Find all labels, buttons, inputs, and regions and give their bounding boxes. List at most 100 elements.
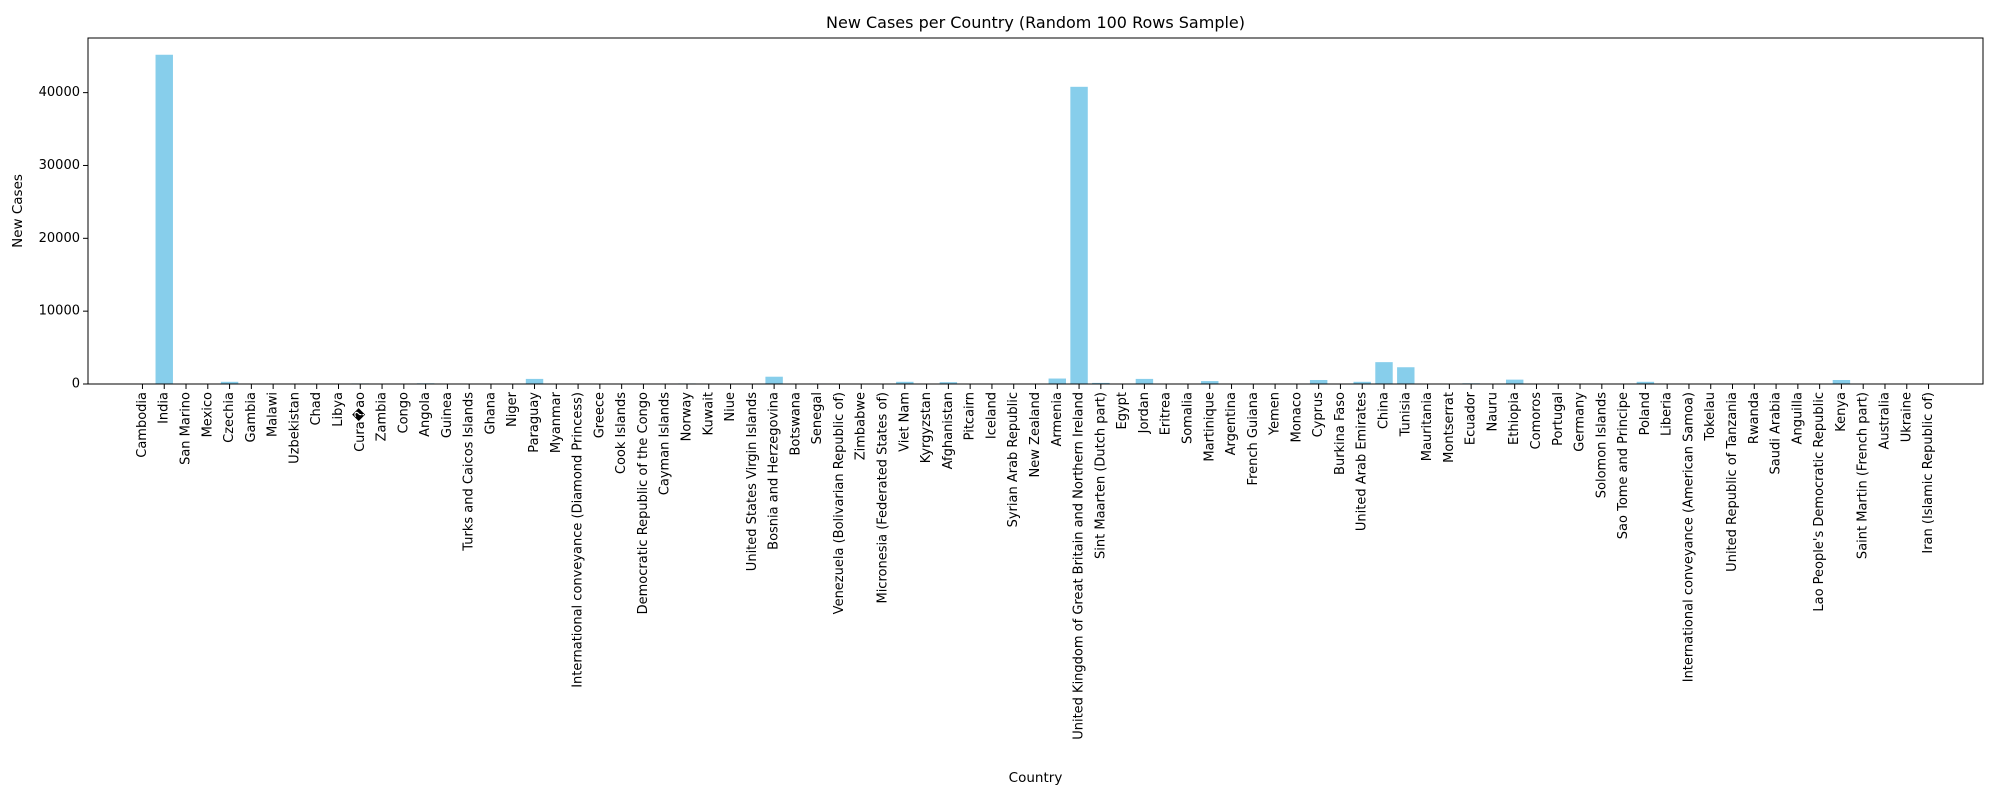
x-tick-label: Ecuador [1464,391,1479,445]
x-tick-label: Germany [1573,392,1588,452]
bar-69 [1636,381,1655,384]
x-tick-label: Guinea [440,392,455,438]
x-tick-label: Solomon Islands [1594,392,1609,498]
x-tick-label: Niger [505,391,520,427]
bar-37 [939,382,958,384]
x-tick-label: Montserrat [1442,392,1457,463]
x-tick-label: Sint Maarten (Dutch part) [1093,392,1108,559]
x-tick-label: Mauritania [1420,392,1435,461]
x-tick-label: French Guiana [1246,392,1261,485]
x-tick-label: International conveyance (Diamond Prince… [571,392,586,688]
x-tick-label: Somalia [1180,392,1195,444]
x-tick-label: Angola [418,392,433,437]
y-axis-title: New Cases [10,174,26,248]
x-tick-label: Ethiopia [1507,392,1522,445]
x-tick-label: Burkina Faso [1333,392,1348,475]
x-tick-label: Argentina [1224,392,1239,455]
x-tick-label: Cyprus [1311,392,1326,438]
bar-18 [525,378,544,384]
x-tick-label: Venezuela (Bolivarian Republic of) [832,392,847,614]
y-tick-label: 20000 [39,231,80,246]
chart-title: New Cases per Country (Random 100 Rows S… [826,13,1245,32]
x-tick-label: International conveyance (American Samoa… [1681,392,1696,682]
x-tick-label: Syrian Arab Republic [1006,392,1021,527]
plot-frame [87,37,1984,385]
y-tick-group: 0 10000 20000 30000 40000 [39,85,88,392]
x-tick-label: Zimbabwe [854,392,869,460]
x-tick-label: Greece [592,392,607,438]
x-tick-label: Egypt [1115,392,1130,430]
x-tick-label: Congo [396,392,411,434]
x-tick-label: San Marino [179,392,194,465]
x-tick-label: India [157,392,172,424]
bar-44 [1092,382,1110,384]
bars-group [155,54,1851,385]
x-tick-label: Niue [723,392,738,422]
x-tick-label: Turks and Caicos Islands [462,392,477,552]
bar-29 [765,376,783,384]
x-tick-label: Zambia [375,392,390,441]
bar-78 [1832,379,1851,384]
x-tick-label: Democratic Republic of the Congo [636,392,651,614]
x-tick-label: Poland [1638,392,1653,435]
x-tick-label: Comoros [1529,392,1544,450]
x-tick-label: Gambia [244,392,259,443]
x-tick-label: China [1377,392,1392,429]
x-tick-group: Cambodia India San Marino Mexico Czechia Gamb… [135,384,1936,740]
x-tick-label: Viet Nam [897,392,912,452]
x-tick-label: Ghana [483,392,498,435]
x-tick-label: United Arab Emirates [1355,392,1370,531]
x-tick-label: Cayman Islands [658,392,673,495]
bar-46 [1135,378,1154,384]
bar-63 [1505,379,1524,384]
x-tick-label: Liberia [1660,392,1675,436]
x-tick-label: Rwanda [1747,392,1762,444]
x-tick-label: Cook Islands [614,392,629,474]
x-tick-label: Mexico [200,392,215,437]
x-tick-label: Chad [309,392,324,426]
y-tick-label: 30000 [39,158,80,173]
y-tick-label: 40000 [39,85,80,100]
x-tick-label: Saudi Arabia [1769,392,1784,475]
x-tick-label: Lao People's Democratic Republic [1812,392,1827,612]
x-tick-label: Uzbekistan [287,392,302,464]
x-tick-label: Cambodia [135,392,150,458]
bar-49 [1201,381,1219,384]
x-tick-label: Malawi [266,392,281,437]
x-tick-label: Myanmar [549,391,564,453]
y-tick-label: 0 [72,377,80,392]
x-tick-label: United States Virgin Islands [745,392,760,571]
x-tick-label: Armenia [1050,392,1065,447]
x-tick-label: Kuwait [701,392,716,435]
bar-43 [1070,86,1088,385]
x-tick-label: United Republic of Tanzania [1725,392,1740,572]
bar-4 [220,381,239,384]
x-tick-label: Czechia [222,392,237,443]
x-tick-label: Iceland [984,392,999,439]
x-tick-label: Botswana [788,392,803,456]
x-tick-label: New Zealand [1028,392,1043,477]
x-tick-label: Portugal [1551,392,1566,446]
x-tick-label: Nauru [1485,392,1500,432]
y-tick-label: 10000 [39,304,80,319]
x-tick-label: Eritrea [1159,392,1174,435]
bar-54 [1309,379,1328,384]
x-tick-label: Ukraine [1899,392,1914,442]
x-tick-label: Afghanistan [941,392,956,469]
bar-42 [1048,378,1066,384]
x-axis-title: Country [1009,770,1063,786]
bar-35 [896,381,914,384]
x-tick-label: Tokelau [1703,392,1718,442]
x-tick-label: Sao Tome and Principe [1616,392,1631,539]
bar-56 [1353,381,1371,384]
x-tick-label: Bosnia and Herzegovina [767,392,782,550]
x-tick-label: Kenya [1834,392,1849,432]
x-tick-label: Anguilla [1790,392,1805,444]
x-tick-label: Norway [679,392,694,442]
x-tick-label: Martinique [1202,392,1217,462]
bar-1 [155,54,173,384]
x-tick-label: Tunisia [1398,392,1413,437]
x-tick-label: Libya [331,392,346,427]
x-tick-label: United Kingdom of Great Britain and Nort… [1072,392,1087,740]
